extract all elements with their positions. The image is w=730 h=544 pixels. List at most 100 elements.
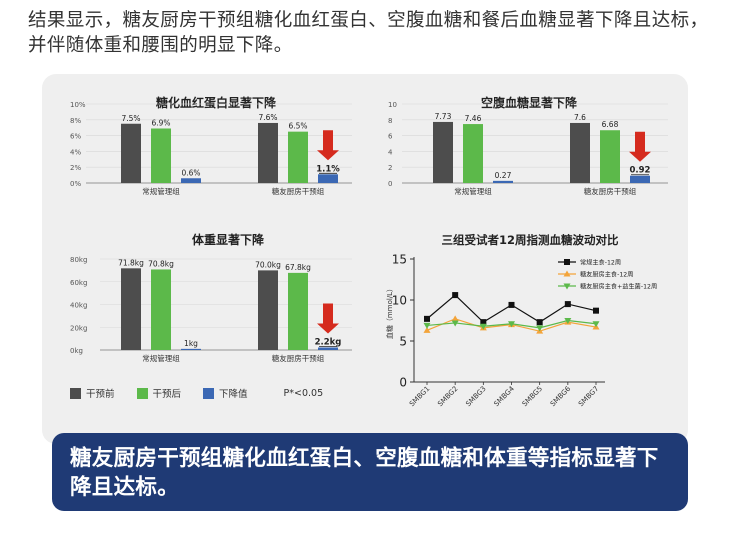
series-point xyxy=(480,319,487,326)
y-tick-label: 4% xyxy=(70,148,81,156)
legend-after: 干预后 xyxy=(136,386,182,400)
conclusion-text: 糖友厨房干预组糖化血红蛋白、空腹血糖和体重等指标显著下降且达标。 xyxy=(70,446,659,500)
legend-before-label: 干预前 xyxy=(86,389,115,400)
chart-title: 三组受试者12周指测血糖波动对比 xyxy=(441,233,619,247)
bar-drop xyxy=(630,175,650,183)
x-tick-label: SMBG6 xyxy=(549,384,573,408)
data-label: 7.6% xyxy=(258,113,277,122)
data-label: 7.46 xyxy=(465,114,482,123)
category-label: 糖友厨房干预组 xyxy=(272,186,325,196)
y-tick-label: 6% xyxy=(70,133,81,141)
bar-before xyxy=(258,122,278,183)
series-point xyxy=(564,318,572,324)
bar-before xyxy=(570,122,590,183)
legend-drop-swatch xyxy=(203,387,215,399)
bar-drop xyxy=(181,178,201,183)
y-tick-label: 15 xyxy=(392,253,407,267)
data-label: 6.5% xyxy=(288,122,307,131)
y-tick-label: 2 xyxy=(388,164,392,172)
bar-after xyxy=(151,269,171,350)
y-tick-label: 0 xyxy=(399,376,407,390)
series-point xyxy=(423,326,431,333)
x-tick-label: SMBG1 xyxy=(408,385,431,408)
y-tick-label: 5 xyxy=(399,335,407,349)
series-point xyxy=(479,323,487,330)
bar-after xyxy=(288,272,308,350)
legend-drop: 下降值 xyxy=(203,386,248,400)
legend-before: 干预前 xyxy=(70,386,115,400)
series-point xyxy=(424,315,430,322)
down-arrow-icon xyxy=(629,131,651,162)
data-label: 1kg xyxy=(184,339,198,348)
y-tick-label: 0kg xyxy=(70,347,83,355)
down-arrow-icon xyxy=(317,130,339,161)
series-point xyxy=(536,319,543,326)
legend-label: 糖友厨房主食+益生菌-12周 xyxy=(580,283,657,291)
data-label: 67.8kg xyxy=(285,263,311,272)
y-tick-label: 2% xyxy=(70,164,81,172)
bar-before xyxy=(433,121,453,183)
series-point xyxy=(451,320,459,327)
down-arrow-icon xyxy=(317,303,339,334)
bar-after xyxy=(288,131,308,183)
legend-significance: P*<0.05 xyxy=(270,388,324,399)
bar-drop xyxy=(181,348,201,350)
data-label: 71.8kg xyxy=(118,258,144,267)
category-label: 常规管理组 xyxy=(142,353,180,363)
series-point xyxy=(423,322,431,329)
legend-label: 糖友厨房主食-12周 xyxy=(580,271,633,279)
data-label: 7.73 xyxy=(435,112,452,121)
series-point xyxy=(564,301,571,308)
bar-before xyxy=(121,123,141,183)
y-tick-label: 8 xyxy=(388,117,392,125)
y-tick-label: 0% xyxy=(70,180,81,188)
chart-title: 糖化血红蛋白显著下降 xyxy=(156,95,277,110)
category-label: 糖友厨房干预组 xyxy=(272,353,325,363)
x-tick-label: SMBG2 xyxy=(436,385,459,408)
bar-before xyxy=(258,270,278,350)
bar-drop xyxy=(493,180,513,183)
y-tick-label: 10 xyxy=(392,294,407,308)
y-tick-label: 20kg xyxy=(70,324,87,332)
bar-after xyxy=(463,124,483,183)
legend-label: 常规主食-12周 xyxy=(580,259,621,267)
bar-drop xyxy=(318,347,338,350)
x-tick-label: SMBG3 xyxy=(464,385,487,408)
series-point xyxy=(451,315,459,322)
y-tick-label: 6 xyxy=(388,133,393,141)
x-tick-label: SMBG7 xyxy=(577,385,600,408)
category-label: 常规管理组 xyxy=(142,186,180,196)
legend-before-swatch xyxy=(70,387,81,399)
data-label: 7.6 xyxy=(574,113,586,122)
legend-after-label: 干预后 xyxy=(152,389,182,400)
conclusion-callout: 糖友厨房干预组糖化血红蛋白、空腹血糖和体重等指标显著下降且达标。 xyxy=(52,433,688,511)
y-tick-label: 10% xyxy=(70,101,86,109)
bar-after xyxy=(151,128,171,183)
legend-marker xyxy=(563,270,571,277)
x-tick-label: SMBG5 xyxy=(521,385,544,408)
x-tick-label: SMBG4 xyxy=(493,384,517,408)
series-point xyxy=(592,321,600,328)
y-tick-label: 4 xyxy=(388,148,393,156)
y-tick-label: 40kg xyxy=(70,302,87,310)
y-tick-label: 80kg xyxy=(70,256,87,264)
y-tick-label: 0 xyxy=(388,180,392,188)
chart-title: 体重显著下降 xyxy=(192,232,265,247)
series-point xyxy=(536,325,544,332)
bar-drop xyxy=(318,174,338,183)
data-label: 0.6% xyxy=(181,168,200,177)
category-label: 糖友厨房干预组 xyxy=(584,186,637,196)
headline: 结果显示，糖友厨房干预组糖化血红蛋白、空腹血糖和餐后血糖显著下降且达标，并伴随体… xyxy=(28,10,709,56)
chart-title: 空腹血糖显著下降 xyxy=(481,95,578,110)
legend-marker xyxy=(564,259,570,265)
data-label: 70.8kg xyxy=(148,259,174,268)
data-label: 2.2kg xyxy=(315,337,342,347)
series-point xyxy=(508,301,515,308)
significance-note: P*<0.05 xyxy=(283,387,324,399)
series-point xyxy=(593,307,599,314)
bar-before xyxy=(121,268,141,350)
data-label: 0.92 xyxy=(630,166,651,176)
series-point xyxy=(452,292,459,299)
data-label: 70.0kg xyxy=(255,260,281,269)
